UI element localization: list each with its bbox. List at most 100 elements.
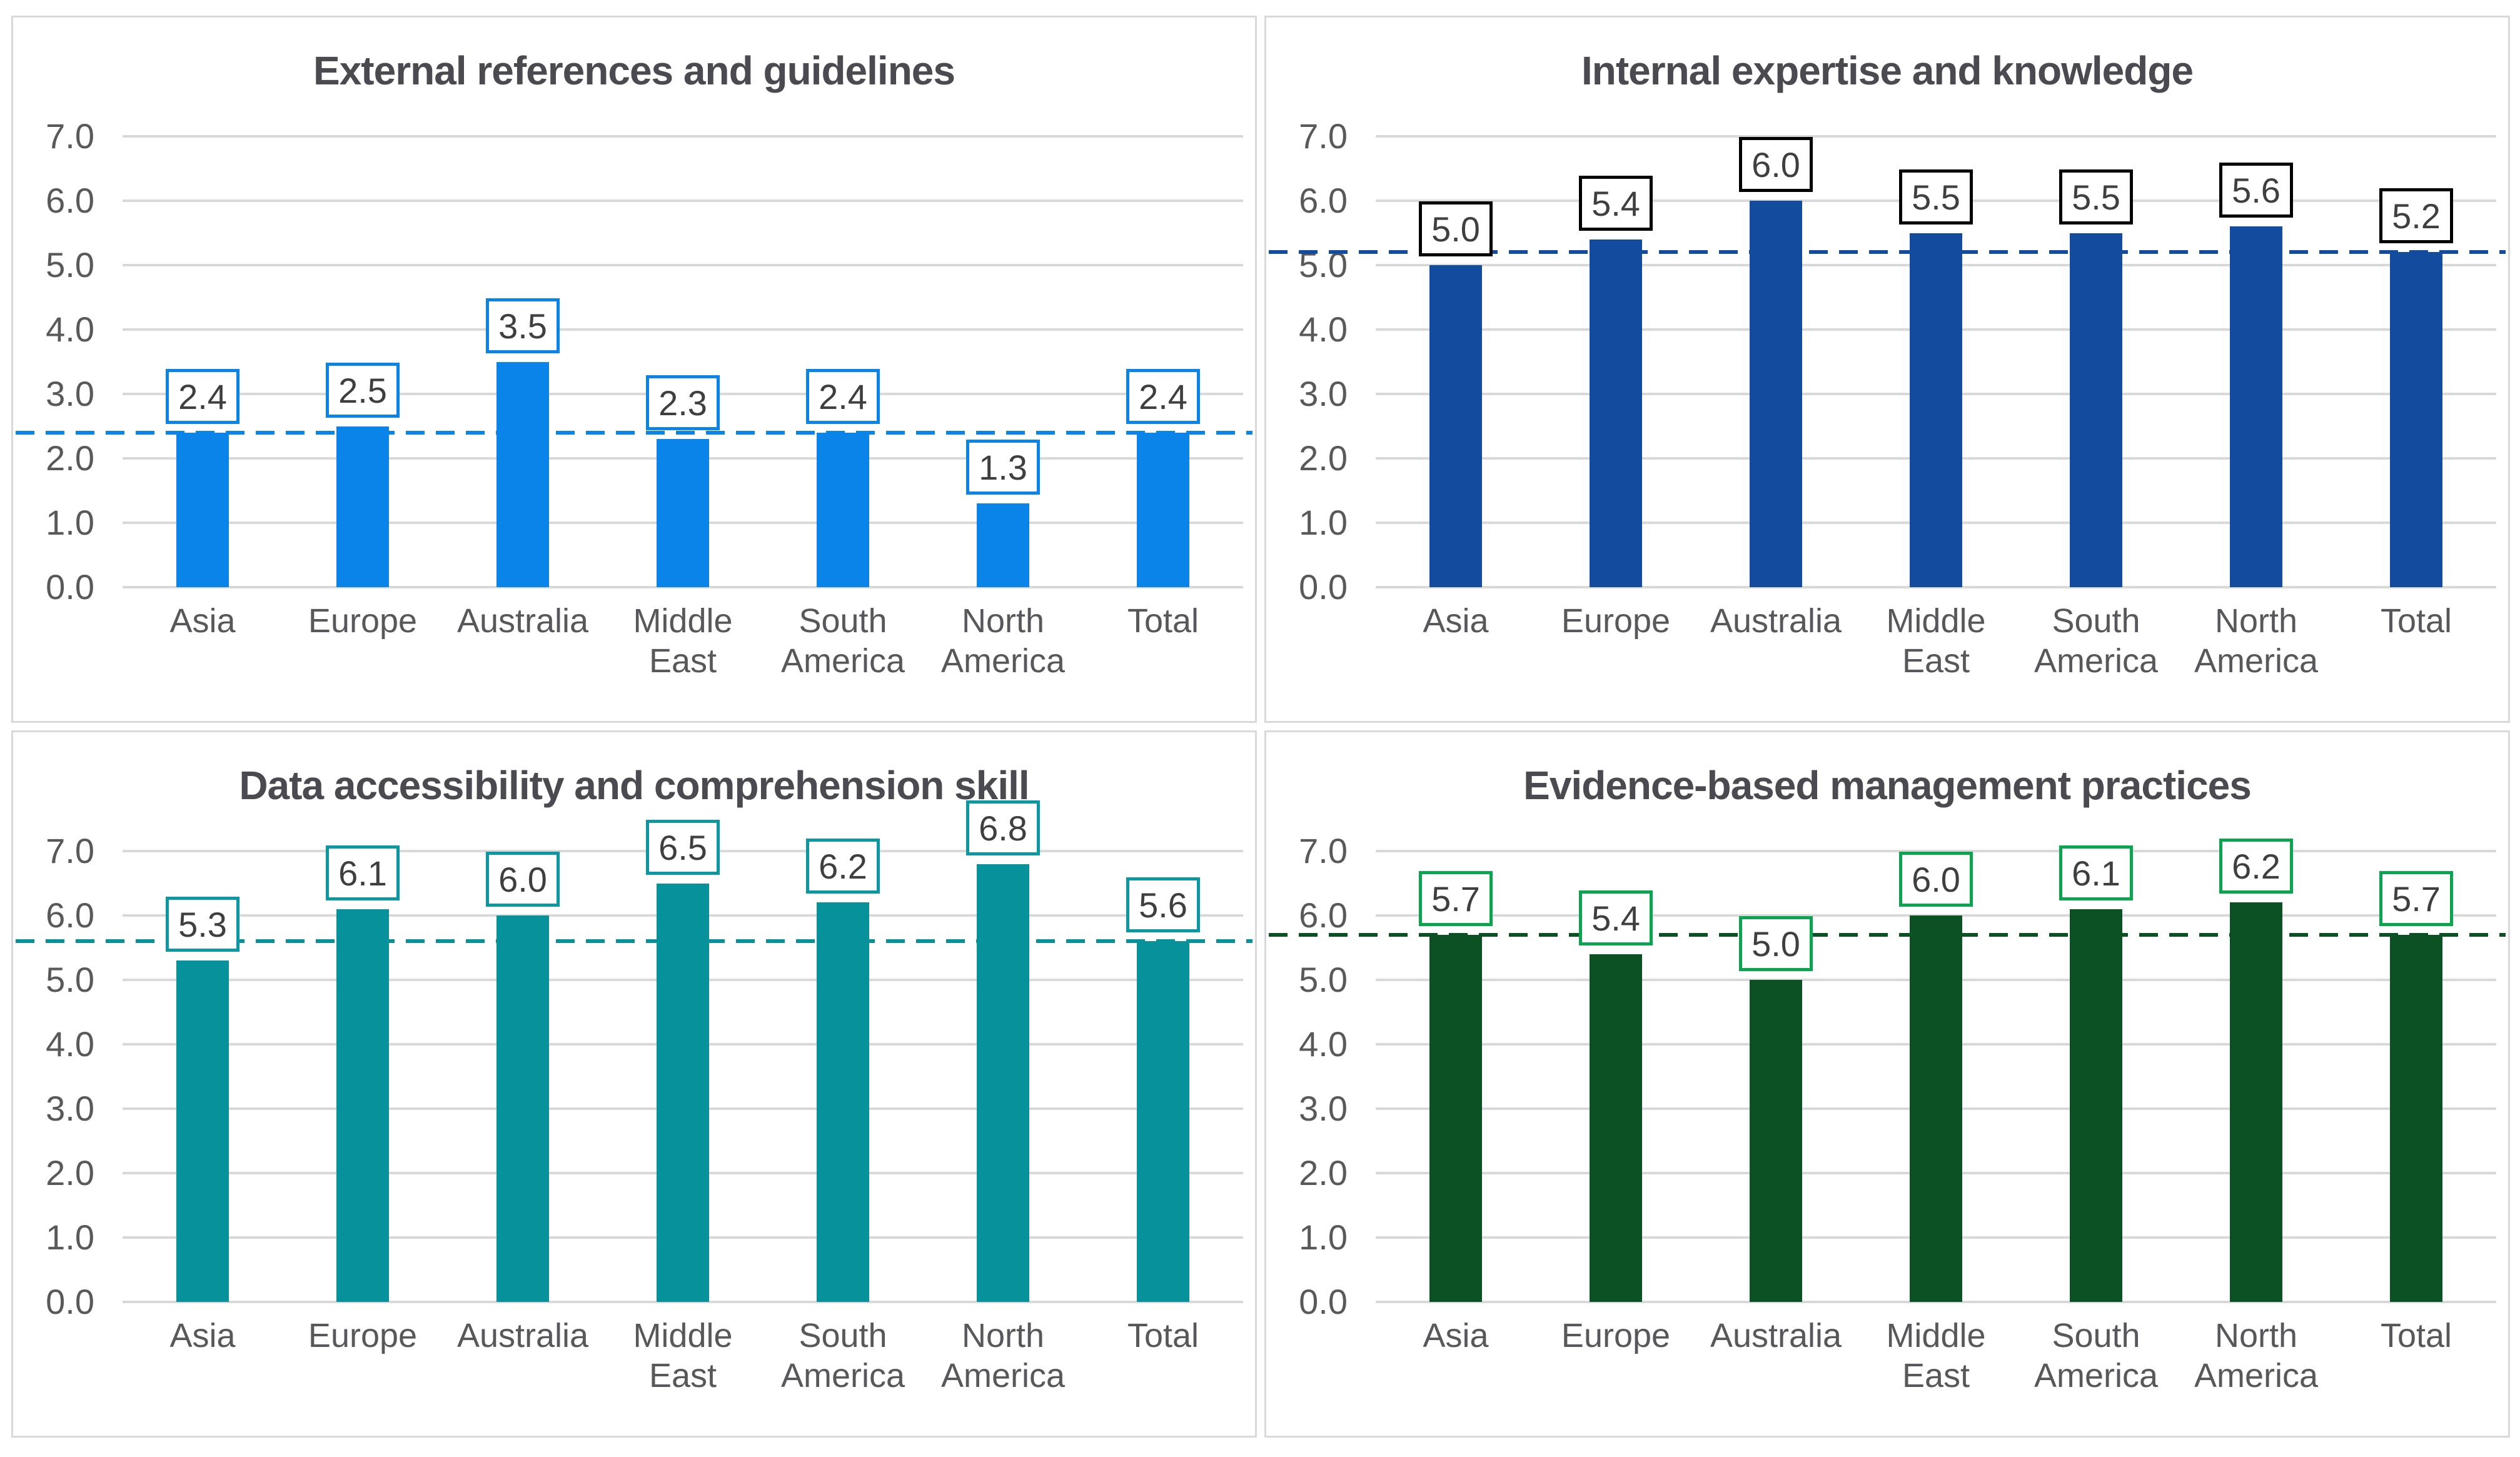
bar-europe	[1590, 239, 1642, 587]
data-label: 2.4	[806, 368, 880, 424]
x-axis-category-line: Australia	[456, 602, 589, 640]
bar-north-america	[977, 864, 1029, 1302]
chart-panel-4: Evidence-based management practices 7.0 6.…	[1264, 730, 2510, 1438]
chart-title: Internal expertise and knowledge	[1581, 48, 2194, 93]
x-axis-category-label: South America	[2016, 1316, 2176, 1396]
y-axis-tick-label: 0.0	[46, 1282, 94, 1321]
data-label: 5.6	[1126, 877, 1200, 933]
y-axis-tick-label: 4.0	[1299, 310, 1348, 349]
y-axis-tick-label: 4.0	[46, 1024, 94, 1064]
x-axis-category-label: North America	[923, 601, 1083, 681]
y-axis-tick-label: 3.0	[1299, 374, 1348, 413]
chart-title: Evidence-based management practices	[1523, 763, 2252, 808]
bar-north-america	[977, 503, 1029, 587]
x-axis-category-line: Middle	[1886, 602, 1986, 640]
x-axis-category-line: Total	[2380, 602, 2452, 640]
y-axis-tick-label: 3.0	[46, 374, 94, 413]
data-label: 6.1	[2059, 845, 2133, 900]
x-axis-category-line: Asia	[1423, 1317, 1489, 1354]
data-label: 5.6	[2219, 163, 2293, 218]
gridline	[1376, 586, 2496, 588]
bar-asia	[1429, 934, 1482, 1302]
x-axis-category-line: Asia	[169, 602, 236, 640]
bar-europe	[1590, 954, 1642, 1302]
x-axis-category-line: Europe	[308, 602, 418, 640]
data-label: 5.7	[1419, 870, 1493, 926]
x-axis-category-line: America	[2034, 1357, 2159, 1394]
data-label: 6.0	[1899, 852, 1973, 907]
x-axis-category-label: Europe	[1536, 601, 1696, 641]
y-axis-tick-label: 0.0	[1299, 567, 1348, 607]
data-label: 3.5	[486, 298, 560, 353]
bar-middle-east	[1910, 915, 1962, 1302]
x-axis-category-line: South	[2052, 1317, 2140, 1354]
data-label: 5.7	[2379, 870, 2453, 926]
data-label: 5.5	[1899, 169, 1973, 224]
y-axis-tick-label: 1.0	[1299, 503, 1348, 542]
y-axis-tick-label: 7.0	[1299, 116, 1348, 156]
x-axis-category-label: South America	[2016, 601, 2176, 681]
bar-asia	[176, 432, 229, 587]
x-axis-category-line: North	[961, 602, 1045, 640]
x-axis-category-label: Asia	[1376, 601, 1536, 641]
x-axis-category-label: Asia	[123, 601, 283, 641]
x-axis-category-label: North America	[2176, 601, 2336, 681]
x-axis-category-line: Middle	[633, 602, 733, 640]
average-reference-line	[16, 430, 1252, 435]
y-axis-tick-label: 6.0	[46, 895, 94, 935]
x-axis-category-line: Europe	[1561, 1317, 1671, 1354]
y-axis-tick-label: 4.0	[46, 310, 94, 349]
x-axis-category-line: America	[2194, 1357, 2319, 1394]
y-axis-tick-label: 2.0	[1299, 438, 1348, 478]
x-axis-category-line: East	[1902, 1357, 1970, 1394]
x-axis-category-line: Total	[1127, 1317, 1199, 1354]
gridline	[1376, 850, 2496, 852]
x-axis-category-line: America	[780, 1357, 905, 1394]
gridline	[123, 328, 1243, 331]
average-reference-line	[1269, 932, 2506, 937]
x-axis-category-line: North	[2214, 1317, 2298, 1354]
x-axis-category-line: Australia	[1710, 602, 1842, 640]
data-label: 6.2	[2219, 839, 2293, 894]
y-axis-tick-label: 2.0	[1299, 1153, 1348, 1192]
data-label: 6.5	[646, 819, 720, 875]
x-axis-category-label: Total	[1083, 601, 1243, 641]
y-axis-tick-label: 7.0	[46, 831, 94, 870]
bar-middle-east	[657, 439, 709, 587]
x-axis-category-label: Australia	[443, 1316, 603, 1356]
x-axis-category-line: Australia	[456, 1317, 589, 1354]
data-label: 6.0	[1739, 137, 1813, 192]
chart-panel-3: Data accessibility and comprehension ski…	[11, 730, 1257, 1438]
y-axis-tick-label: 3.0	[1299, 1089, 1348, 1128]
gridline	[123, 135, 1243, 138]
data-label: 5.2	[2379, 188, 2453, 244]
x-axis-category-label: Middle East	[603, 601, 763, 681]
bar-australia	[496, 361, 549, 587]
x-axis-category-line: North	[961, 1317, 1045, 1354]
x-axis-category-label: Asia	[1376, 1316, 1536, 1356]
y-axis-tick-label: 5.0	[1299, 960, 1348, 999]
x-axis-category-label: North America	[2176, 1316, 2336, 1396]
average-reference-line	[1269, 250, 2506, 255]
bar-total	[1137, 941, 1189, 1302]
x-axis-category-label: Middle East	[1856, 601, 2016, 681]
x-axis-category-line: East	[1902, 642, 1970, 680]
y-axis-tick-label: 0.0	[46, 567, 94, 607]
bar-asia	[1429, 265, 1482, 587]
bar-north-america	[2230, 226, 2282, 587]
x-axis-category-line: Total	[2380, 1317, 2452, 1354]
gridline	[123, 199, 1243, 202]
bar-europe	[336, 426, 389, 587]
y-axis-tick-label: 1.0	[1299, 1218, 1348, 1257]
y-axis-tick-label: 1.0	[46, 1218, 94, 1257]
x-axis-category-label: Total	[2336, 601, 2496, 641]
bar-south-america	[2070, 909, 2122, 1302]
x-axis-category-line: America	[2034, 642, 2159, 680]
y-axis-tick-label: 5.0	[46, 245, 94, 285]
data-label: 5.4	[1579, 890, 1653, 945]
x-axis-category-line: America	[780, 642, 905, 680]
x-axis-category-line: Europe	[308, 1317, 418, 1354]
y-axis-tick-label: 3.0	[46, 1089, 94, 1128]
y-axis-tick-label: 1.0	[46, 503, 94, 542]
